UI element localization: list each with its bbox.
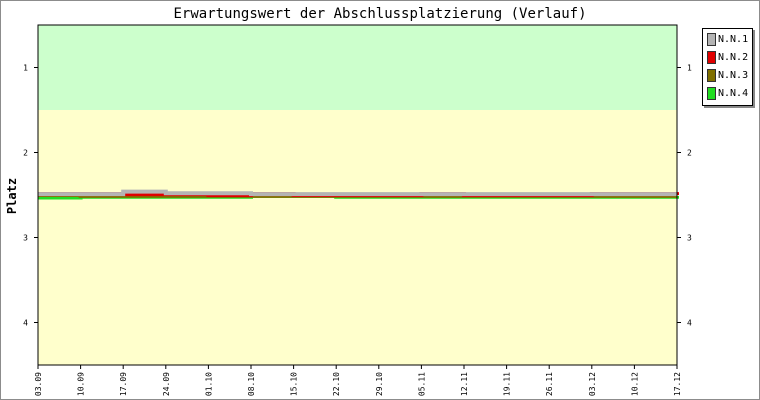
x-tick-label: 10.12 xyxy=(630,372,639,396)
axis-ticks: 1 1 2 2 3 3 4 4 03.09 10.09 17.09 24.09 01.10 08.10 15… xyxy=(23,64,692,397)
y-tick-label: 2 xyxy=(23,149,28,158)
legend-swatch xyxy=(707,68,716,82)
x-tick-label: 03.09 xyxy=(34,372,43,396)
background-bands xyxy=(38,25,677,365)
x-tick-label: 17.09 xyxy=(119,372,128,396)
plot-border xyxy=(37,24,678,366)
y-axis-label: Platz xyxy=(5,178,19,214)
background-band xyxy=(38,110,677,365)
legend-label: N.N.2 xyxy=(718,51,749,63)
x-tick-label: 22.10 xyxy=(332,372,341,396)
y-tick-label-right: 2 xyxy=(687,149,692,158)
legend-label: N.N.3 xyxy=(718,69,749,81)
legend: N.N.1 N.N.2 N.N.3 N.N.4 xyxy=(702,28,753,106)
legend-label: N.N.4 xyxy=(718,87,749,99)
legend-swatch xyxy=(707,32,716,46)
legend-label: N.N.1 xyxy=(718,33,749,45)
y-tick-label: 3 xyxy=(23,234,28,243)
x-tick-label: 08.10 xyxy=(247,372,256,396)
y-tick-label-right: 1 xyxy=(687,64,692,73)
legend-swatch xyxy=(707,50,716,64)
legend-item: N.N.3 xyxy=(707,68,748,82)
legend-item: N.N.4 xyxy=(707,86,748,100)
x-tick-label: 01.10 xyxy=(204,372,213,396)
background-band xyxy=(38,25,677,110)
x-tick-label: 05.11 xyxy=(417,372,426,396)
x-tick-label: 12.11 xyxy=(460,372,469,396)
y-tick-label-right: 3 xyxy=(687,234,692,243)
chart-title: Erwartungswert der Abschlussplatzierung … xyxy=(173,6,586,22)
y-tick-label-right: 4 xyxy=(687,319,692,328)
legend-item: N.N.1 xyxy=(707,32,748,46)
x-tick-label: 26.11 xyxy=(545,372,554,396)
series-line-N.N.1 xyxy=(38,189,677,197)
legend-item: N.N.2 xyxy=(707,50,748,64)
x-tick-label: 10.09 xyxy=(77,372,86,396)
x-tick-label: 15.10 xyxy=(290,372,299,396)
y-tick-label: 1 xyxy=(23,64,28,73)
x-tick-label: 19.11 xyxy=(503,372,512,396)
x-tick-label: 03.12 xyxy=(588,372,597,396)
x-tick-label: 17.12 xyxy=(673,372,682,396)
y-tick-label: 4 xyxy=(23,319,28,328)
x-tick-label: 24.09 xyxy=(162,372,171,396)
series-layer xyxy=(38,189,679,200)
legend-swatch xyxy=(707,86,716,100)
x-tick-label: 29.10 xyxy=(375,372,384,396)
